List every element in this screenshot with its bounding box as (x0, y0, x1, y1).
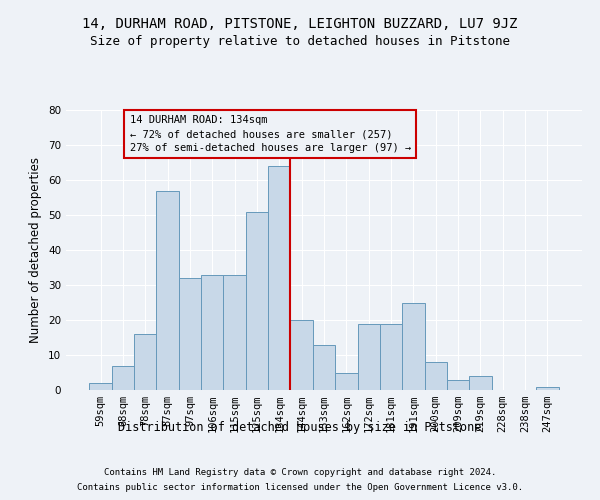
Bar (447, 380, 469, 390)
Bar (201, 274, 223, 390)
Text: Contains HM Land Registry data © Crown copyright and database right 2024.: Contains HM Land Registry data © Crown c… (104, 468, 496, 477)
Bar (246, 212, 268, 390)
Y-axis label: Number of detached properties: Number of detached properties (29, 157, 43, 343)
Text: 14, DURHAM ROAD, PITSTONE, LEIGHTON BUZZARD, LU7 9JZ: 14, DURHAM ROAD, PITSTONE, LEIGHTON BUZZ… (82, 18, 518, 32)
Text: Size of property relative to detached houses in Pitstone: Size of property relative to detached ho… (90, 35, 510, 48)
Bar (157, 190, 179, 390)
Bar (112, 366, 134, 390)
Bar (179, 278, 201, 390)
Bar (425, 362, 447, 390)
Bar (290, 320, 313, 390)
Bar (335, 372, 358, 390)
Bar (380, 324, 402, 390)
Bar (358, 324, 380, 390)
Bar (134, 334, 157, 390)
Bar (223, 274, 246, 390)
Bar (469, 376, 491, 390)
Bar (313, 344, 335, 390)
Bar (89, 383, 112, 390)
Bar (402, 302, 425, 390)
Bar (268, 166, 290, 390)
Text: Contains public sector information licensed under the Open Government Licence v3: Contains public sector information licen… (77, 483, 523, 492)
Bar (536, 386, 559, 390)
Text: Distribution of detached houses by size in Pitstone: Distribution of detached houses by size … (118, 421, 482, 434)
Text: 14 DURHAM ROAD: 134sqm
← 72% of detached houses are smaller (257)
27% of semi-de: 14 DURHAM ROAD: 134sqm ← 72% of detached… (130, 116, 411, 153)
